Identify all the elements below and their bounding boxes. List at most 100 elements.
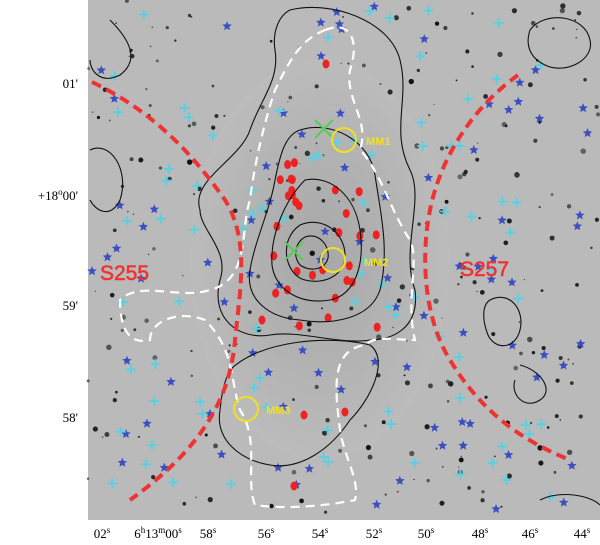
- star: [367, 454, 373, 460]
- star: [575, 36, 578, 39]
- star: [387, 89, 393, 95]
- x-tick-label: 56s: [258, 525, 275, 541]
- contour: [198, 6, 417, 342]
- cyan-plus: [122, 215, 133, 226]
- star: [152, 247, 156, 251]
- star: [541, 345, 546, 351]
- x-tick-label: 6h13m00s: [134, 525, 182, 541]
- cyan-plus: [520, 419, 531, 430]
- y-tick-label: 59': [63, 298, 78, 313]
- star: [572, 362, 575, 365]
- blue-star: [491, 504, 501, 514]
- blue-star: [261, 161, 271, 171]
- star: [204, 433, 208, 437]
- star: [323, 510, 328, 514]
- cyan-plus: [487, 265, 498, 276]
- star: [187, 124, 192, 128]
- source-label: MM3: [266, 405, 290, 417]
- blue-star: [575, 338, 586, 348]
- cyan-plus: [454, 141, 465, 152]
- star: [112, 397, 117, 403]
- star: [443, 25, 448, 31]
- star: [567, 358, 570, 361]
- star: [535, 25, 539, 28]
- star: [540, 289, 543, 292]
- star: [396, 490, 399, 493]
- cyan-plus: [249, 382, 260, 393]
- x-tick-label: 54s: [312, 525, 329, 541]
- cyan-plus: [466, 211, 477, 222]
- star: [575, 282, 579, 287]
- red-source: [348, 277, 356, 287]
- label-part: s: [535, 525, 539, 535]
- star: [444, 199, 449, 204]
- cyan-plus: [323, 456, 334, 467]
- star: [376, 373, 381, 378]
- star: [457, 174, 463, 180]
- red-source: [300, 410, 308, 420]
- blue-star: [136, 273, 146, 283]
- star: [314, 384, 319, 389]
- cyan-plus: [168, 477, 179, 488]
- star: [406, 340, 408, 342]
- cyan-plus: [390, 310, 401, 321]
- star: [428, 383, 433, 389]
- cyan-plus: [183, 112, 194, 123]
- cyan-plus: [261, 402, 272, 413]
- blue-star: [497, 215, 507, 225]
- star: [441, 317, 443, 319]
- blue-star: [320, 226, 330, 236]
- cyan-plus: [247, 208, 258, 219]
- star: [439, 146, 445, 151]
- star: [476, 290, 478, 293]
- star: [460, 275, 463, 279]
- star: [321, 198, 326, 203]
- region-label: S257: [460, 258, 509, 281]
- star: [256, 274, 261, 279]
- cyan-plus: [115, 426, 126, 437]
- blue-star: [354, 236, 365, 246]
- star: [128, 55, 130, 58]
- star: [207, 496, 213, 503]
- star: [426, 478, 430, 483]
- star: [248, 310, 252, 314]
- star: [132, 213, 135, 216]
- star: [457, 283, 460, 286]
- contour: [539, 494, 600, 506]
- star: [292, 398, 295, 401]
- star: [148, 253, 150, 256]
- label-part: 46: [522, 526, 536, 541]
- blue-star: [316, 51, 326, 61]
- cyan-plus: [463, 94, 474, 105]
- star: [155, 59, 159, 63]
- red-source: [272, 288, 280, 298]
- cyan-plus: [487, 457, 498, 468]
- star: [126, 210, 129, 213]
- star: [409, 450, 415, 457]
- cyan-plus: [146, 440, 157, 451]
- blue-star: [316, 17, 326, 27]
- blue-star: [486, 274, 497, 284]
- star: [366, 208, 370, 213]
- boundary: [91, 80, 244, 502]
- red-source: [335, 228, 343, 238]
- boundary: [423, 73, 571, 462]
- star: [501, 121, 507, 128]
- red-source: [276, 175, 284, 185]
- cyan-plus: [189, 224, 200, 235]
- star: [497, 51, 503, 58]
- x-tick-label: 46s: [522, 525, 539, 541]
- source-label: MM2: [364, 257, 388, 269]
- star: [435, 447, 438, 450]
- star: [381, 420, 386, 425]
- star: [304, 150, 311, 156]
- blue-star: [419, 34, 429, 44]
- star: [138, 157, 144, 163]
- contours: [89, 6, 600, 506]
- star: [104, 431, 110, 437]
- star: [537, 445, 543, 451]
- cyan-plus: [513, 293, 524, 304]
- star: [299, 162, 301, 165]
- contour: [513, 364, 547, 404]
- star: [86, 477, 90, 481]
